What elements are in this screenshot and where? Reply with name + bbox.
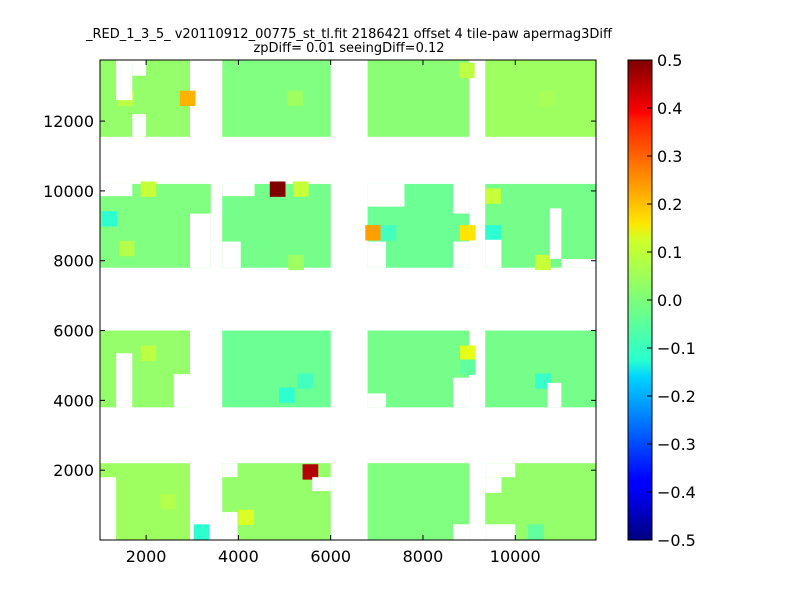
heatmap-cell — [287, 90, 304, 107]
empty-cell — [367, 241, 387, 268]
heatmap-block — [222, 330, 331, 408]
heatmap-block — [367, 60, 470, 137]
empty-cell — [547, 382, 562, 408]
colorbar-tick-label: −0.2 — [657, 387, 696, 406]
chart-subtitle: zpDiff= 0.01 seeingDiff=0.12 — [253, 41, 444, 56]
empty-cell — [312, 477, 331, 492]
heatmap-cell — [485, 225, 501, 241]
heatmap-cell — [297, 373, 314, 389]
empty-cell — [367, 183, 405, 207]
empty-cell — [132, 60, 147, 76]
colorbar-tick-label: 0.2 — [657, 195, 682, 214]
heatmap-cell — [140, 181, 157, 197]
empty-cell — [222, 463, 238, 478]
heatmap-block — [367, 463, 470, 540]
empty-cell — [100, 183, 133, 197]
colorbar-tick-label: −0.5 — [657, 531, 696, 550]
empty-cell — [452, 524, 470, 540]
y-tick-label: 2000 — [53, 461, 94, 480]
heatmap-cell — [485, 188, 501, 204]
heatmap-block — [485, 183, 596, 268]
colorbar-tick-label: 0.4 — [657, 99, 682, 118]
x-tick-label: 6000 — [310, 547, 351, 566]
empty-cell — [452, 377, 470, 408]
colorbar-tick-label: 0.1 — [657, 243, 682, 262]
empty-cell — [222, 241, 241, 268]
heatmap-cell — [140, 345, 157, 361]
heatmap-cell — [279, 387, 295, 403]
colorbar-tick-label: −0.3 — [657, 435, 696, 454]
empty-cell — [222, 512, 238, 540]
empty-cell — [367, 393, 387, 408]
empty-cell — [561, 258, 596, 268]
heatmap-cell — [118, 240, 135, 257]
heatmap-block — [222, 60, 331, 137]
heatmap-cell — [288, 254, 304, 271]
heatmap-cell — [365, 225, 381, 241]
y-tick-label: 4000 — [53, 391, 94, 410]
empty-cell — [452, 241, 470, 268]
heatmap-cell — [459, 225, 476, 241]
x-tick-label: 4000 — [218, 547, 259, 566]
empty-cell — [222, 183, 255, 197]
heatmap-cell — [535, 254, 551, 271]
y-tick-label: 10000 — [43, 182, 94, 201]
colorbar-tick-label: −0.4 — [657, 483, 696, 502]
empty-cell — [485, 477, 502, 493]
heatmap-cell — [528, 524, 544, 540]
heatmap-cell — [459, 359, 476, 375]
plot-area — [100, 60, 596, 540]
empty-cell — [485, 524, 516, 540]
plot-frame — [99, 59, 597, 541]
heatmap-cell — [292, 181, 309, 197]
empty-cell — [116, 353, 133, 408]
empty-cell — [189, 213, 211, 268]
heatmap-cell — [380, 225, 397, 241]
heatmap-cell — [458, 62, 475, 79]
empty-cell — [100, 477, 117, 540]
x-tick-label: 8000 — [403, 547, 444, 566]
heatmap-cell — [535, 373, 551, 389]
heatmap-cell — [269, 181, 286, 197]
heatmap-block — [485, 330, 596, 408]
heatmap-cell — [179, 90, 196, 107]
chart-title: _RED_1_3_5_ v20110912_00775_st_tl.fit 21… — [85, 27, 613, 42]
empty-cell — [485, 239, 502, 268]
colorbar-tick-label: −0.1 — [657, 339, 696, 358]
colorbar-axis: 0.5 0.4 0.3 0.2 0.1 0.0 −0.1 −0.2 −0.3 −0.4 −0.5 — [647, 51, 696, 550]
y-tick-label: 12000 — [43, 112, 94, 131]
colorbar-tick-label: 0.3 — [657, 147, 682, 166]
axes: 2000 4000 6000 8000 10000 2000 4000 6000 8000 100… — [43, 60, 596, 566]
colorbar-tick-label: 0.0 — [657, 291, 682, 310]
empty-cell — [173, 374, 190, 408]
colorbar-tick-label: 0.5 — [657, 51, 682, 70]
empty-cell — [132, 114, 147, 137]
heatmap-cell — [193, 524, 210, 540]
heatmap-cell — [539, 90, 556, 107]
heatmap-cell — [302, 464, 319, 480]
heatmap-cell — [160, 493, 177, 510]
heatmap-cell — [459, 345, 476, 361]
empty-cell — [485, 463, 516, 478]
empty-cell — [549, 208, 562, 259]
y-tick-label: 8000 — [53, 252, 94, 271]
y-tick-label: 6000 — [53, 322, 94, 341]
x-tick-label: 10000 — [490, 547, 541, 566]
empty-cell — [452, 183, 470, 214]
empty-cell — [116, 60, 133, 101]
heatmap-cell — [101, 211, 118, 227]
x-tick-label: 2000 — [126, 547, 167, 566]
heatmap-cell — [238, 509, 255, 525]
